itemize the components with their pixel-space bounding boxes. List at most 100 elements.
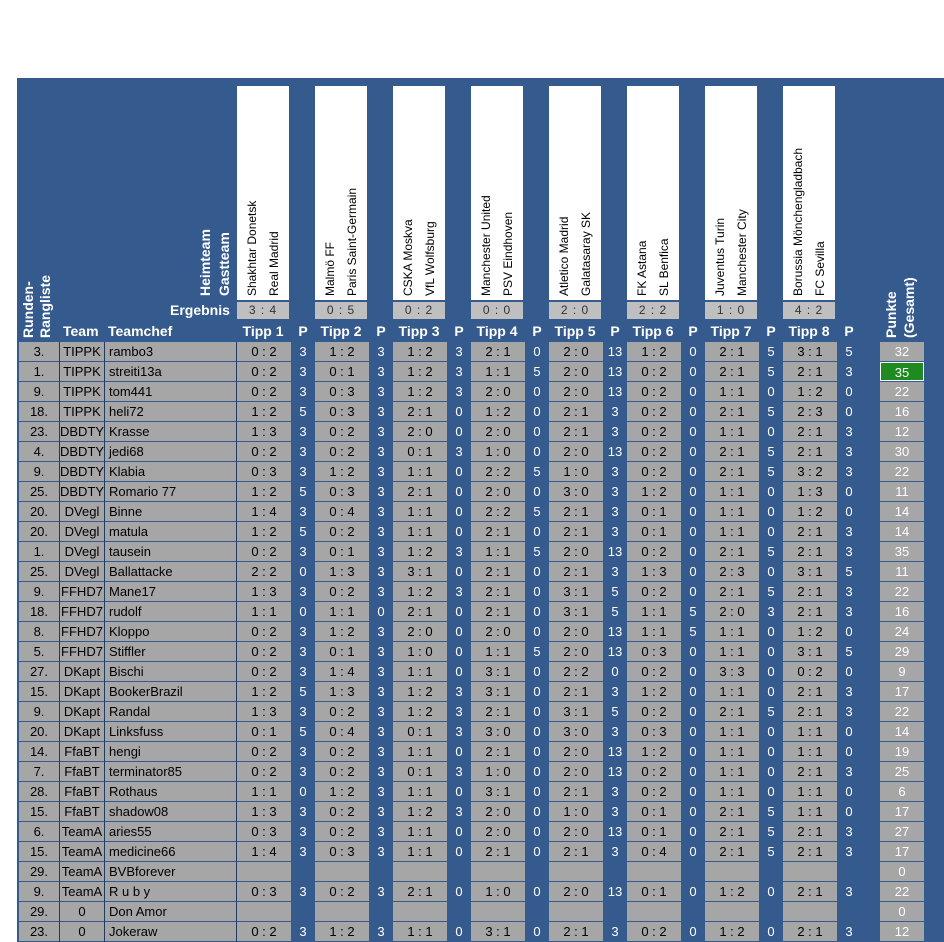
points-cell: 3 xyxy=(838,542,860,561)
points-cell: 0 xyxy=(682,682,704,701)
points-cell: 0 xyxy=(760,482,782,501)
points-cell: 5 xyxy=(760,342,782,361)
rank-cell: 25. xyxy=(19,482,59,501)
points-cell: 0 xyxy=(526,702,548,721)
tipp-cell: 1 : 2 xyxy=(393,682,447,701)
tipp-cell xyxy=(393,902,447,921)
rank-cell: 7. xyxy=(19,762,59,781)
points-cell: 3 xyxy=(370,782,392,801)
tipp-cell: 0 : 2 xyxy=(237,442,291,461)
points-cell: 0 xyxy=(526,442,548,461)
points-cell: 0 xyxy=(760,682,782,701)
home-team-name: Manchester United xyxy=(479,195,493,296)
total-points-cell: 24 xyxy=(880,622,924,641)
points-cell: 3 xyxy=(370,922,392,941)
points-cell: 0 xyxy=(526,602,548,621)
tipp-cell: 1 : 2 xyxy=(393,382,447,401)
tipp-cell: 0 : 1 xyxy=(393,722,447,741)
total-points-cell: 17 xyxy=(880,802,924,821)
teamchef-cell: Linksfuss xyxy=(105,722,236,741)
points-cell: 5 xyxy=(604,582,626,601)
total-points-cell: 16 xyxy=(880,402,924,421)
points-cell: 0 xyxy=(526,422,548,441)
rank-cell: 9. xyxy=(19,382,59,401)
tipp-cell: 3 : 1 xyxy=(549,702,603,721)
tipp-cell: 2 : 0 xyxy=(471,482,525,501)
points-cell: 3 xyxy=(838,522,860,541)
tipp-cell: 1 : 1 xyxy=(705,642,759,661)
points-cell: 0 xyxy=(448,842,470,861)
tipp-cell: 2 : 1 xyxy=(783,422,837,441)
points-cell: 5 xyxy=(838,642,860,661)
rank-cell: 9. xyxy=(19,462,59,481)
teamchef-cell: tausein xyxy=(105,542,236,561)
points-cell: 0 xyxy=(526,662,548,681)
points-cell: 0 xyxy=(682,582,704,601)
tipp-cell: 1 : 1 xyxy=(705,742,759,761)
tipp-cell xyxy=(393,862,447,881)
points-cell: 0 xyxy=(682,442,704,461)
total-points-cell: 12 xyxy=(880,922,924,941)
rank-cell: 20. xyxy=(19,522,59,541)
points-cell: 3 xyxy=(838,922,860,941)
points-cell: 3 xyxy=(370,542,392,561)
tipp-cell: 1 : 1 xyxy=(237,782,291,801)
points-cell: 0 xyxy=(682,362,704,381)
tipp-cell xyxy=(549,862,603,881)
match-result: 1 : 0 xyxy=(705,302,757,319)
tipp-cell: 1 : 1 xyxy=(705,382,759,401)
points-cell: 0 xyxy=(526,802,548,821)
total-points-cell: 25 xyxy=(880,762,924,781)
tipp-cell: 2 : 0 xyxy=(549,822,603,841)
points-cell: 3 xyxy=(292,342,314,361)
points-cell: 3 xyxy=(370,882,392,901)
tipp-cell: 2 : 1 xyxy=(393,602,447,621)
rank-cell: 1. xyxy=(19,542,59,561)
rank-cell: 8. xyxy=(19,622,59,641)
points-cell: 0 xyxy=(760,642,782,661)
tipp-cell: 3 : 1 xyxy=(471,662,525,681)
points-cell: 0 xyxy=(448,562,470,581)
team-cell: DBDTY xyxy=(60,442,104,461)
table-row: 29. TeamA BVBforever 0 xyxy=(0,862,944,882)
tipp-cell: 2 : 1 xyxy=(783,842,837,861)
points-cell: 5 xyxy=(838,562,860,581)
points-cell: 3 xyxy=(838,882,860,901)
team-cell: DKapt xyxy=(60,682,104,701)
tipp-cell: 0 : 2 xyxy=(627,922,681,941)
points-cell: 0 xyxy=(760,922,782,941)
tipp-cell: 2 : 0 xyxy=(471,802,525,821)
rank-cell: 1. xyxy=(19,362,59,381)
points-cell: 3 xyxy=(370,682,392,701)
team-cell: DBDTY xyxy=(60,422,104,441)
points-cell: 3 xyxy=(370,502,392,521)
points-cell: 0 xyxy=(526,822,548,841)
points-cell: 3 xyxy=(370,402,392,421)
tipp-cell: 2 : 1 xyxy=(705,542,759,561)
tipp-cell: 2 : 0 xyxy=(393,622,447,641)
rangliste-label-line2: Rangliste xyxy=(37,274,53,338)
points-cell: 13 xyxy=(604,642,626,661)
tipp-cell: 2 : 1 xyxy=(549,842,603,861)
points-cell: 3 xyxy=(292,882,314,901)
points-cell: 5 xyxy=(526,362,548,381)
team-cell: FFHD7 xyxy=(60,582,104,601)
total-points-cell: 14 xyxy=(880,502,924,521)
tipp-cell: 3 : 1 xyxy=(549,602,603,621)
points-cell: 13 xyxy=(604,542,626,561)
tipp-cell: 1 : 2 xyxy=(237,522,291,541)
tipp-cell: 0 : 2 xyxy=(315,442,369,461)
points-cell xyxy=(838,862,860,881)
points-cell: 3 xyxy=(448,342,470,361)
tipp-cell xyxy=(783,862,837,881)
points-cell: 3 xyxy=(370,722,392,741)
points-column-header: P xyxy=(766,323,776,339)
tipp-cell: 1 : 2 xyxy=(627,482,681,501)
points-cell: 5 xyxy=(760,702,782,721)
tipp-cell: 0 : 2 xyxy=(627,402,681,421)
points-cell: 3 xyxy=(370,762,392,781)
tipp-cell: 1 : 3 xyxy=(237,702,291,721)
tipp-cell: 2 : 0 xyxy=(549,762,603,781)
